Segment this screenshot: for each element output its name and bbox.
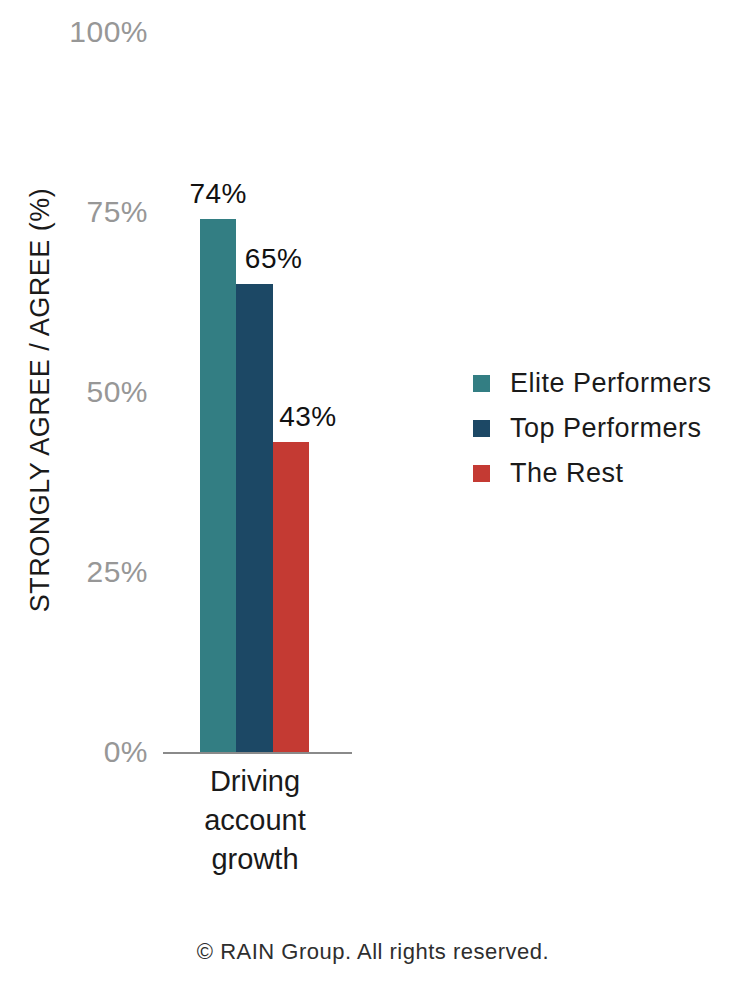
- legend-label: Top Performers: [510, 413, 702, 444]
- y-axis-tick-label: 100%: [40, 14, 148, 50]
- legend-label: The Rest: [510, 458, 624, 489]
- bar-the-rest: [273, 442, 309, 752]
- legend-swatch-icon: [473, 420, 490, 437]
- copyright-text: © RAIN Group. All rights reserved.: [0, 938, 746, 966]
- chart-page: STRONGLY AGREE / AGREE (%) 100%75%50%25%…: [0, 0, 746, 983]
- bar-top-performers: [236, 284, 272, 752]
- legend: Elite Performers Top Performers The Rest: [473, 361, 712, 496]
- y-axis-tick-label: 0%: [40, 734, 148, 770]
- bar-value-label: 74%: [189, 178, 247, 210]
- y-axis-tick-label: 25%: [40, 554, 148, 590]
- x-axis-line: [163, 752, 352, 754]
- legend-item: The Rest: [473, 451, 712, 496]
- bar-value-label: 43%: [279, 401, 337, 433]
- legend-item: Top Performers: [473, 406, 712, 451]
- y-axis-tick-label: 75%: [40, 194, 148, 230]
- legend-item: Elite Performers: [473, 361, 712, 406]
- legend-swatch-icon: [473, 375, 490, 392]
- legend-label: Elite Performers: [510, 368, 712, 399]
- bar-value-label: 65%: [245, 243, 303, 275]
- legend-swatch-icon: [473, 465, 490, 482]
- bar-elite-performers: [200, 219, 236, 752]
- x-axis-category-label: Driving account growth: [175, 762, 335, 879]
- y-axis-tick-label: 50%: [40, 374, 148, 410]
